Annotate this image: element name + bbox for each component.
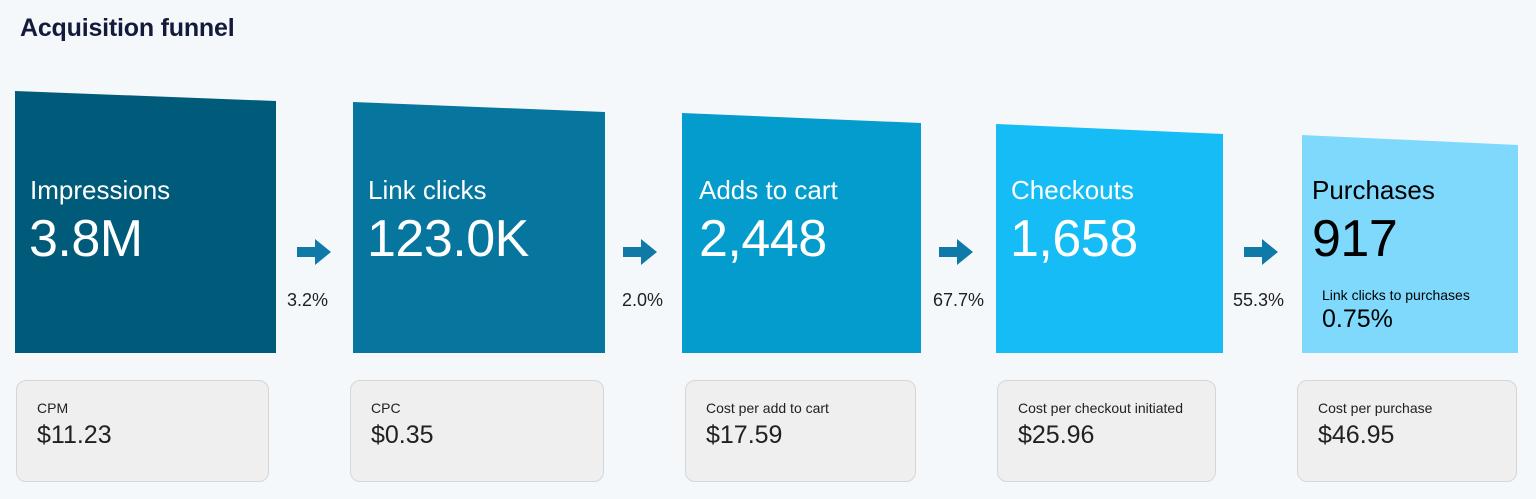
funnel-stage-adds-to-cart[interactable]: Adds to cart 2,448 xyxy=(682,113,921,353)
page-title: Acquisition funnel xyxy=(20,14,235,42)
stage-label: Checkouts xyxy=(1011,175,1134,205)
stage-value: 917 xyxy=(1312,210,1398,268)
funnel-stage-shape xyxy=(682,113,921,353)
stage-value: 2,448 xyxy=(699,210,827,268)
arrow-right-icon xyxy=(939,239,973,265)
cost-card-purchase[interactable]: Cost per purchase $46.95 xyxy=(1297,380,1517,482)
funnel-stage-checkouts[interactable]: Checkouts 1,658 xyxy=(996,124,1223,353)
cost-card-value: $17.59 xyxy=(706,421,783,449)
cost-card-value: $11.23 xyxy=(37,421,112,449)
conversion-rate: 2.0% xyxy=(622,290,664,310)
stage-subvalue: 0.75% xyxy=(1322,305,1393,333)
cost-card-cpc[interactable]: CPC $0.35 xyxy=(350,380,604,482)
arrow-right-icon xyxy=(623,239,657,265)
conversion-rate: 67.7% xyxy=(933,290,985,310)
arrow-right-icon xyxy=(1244,239,1278,265)
cost-card-value: $46.95 xyxy=(1318,421,1395,449)
cost-card-label: Cost per add to cart xyxy=(706,400,829,416)
funnel-stage-shape xyxy=(996,124,1223,353)
arrow-right-icon xyxy=(297,239,331,265)
cost-card-label: CPC xyxy=(371,400,401,416)
stage-value: 3.8M xyxy=(29,210,143,268)
cost-card-label: Cost per checkout initiated xyxy=(1018,400,1183,416)
stage-sublabel: Link clicks to purchases xyxy=(1322,287,1470,303)
stage-label: Purchases xyxy=(1312,175,1435,205)
cost-card-label: Cost per purchase xyxy=(1318,400,1433,416)
stage-label: Adds to cart xyxy=(699,175,838,205)
funnel-stage-shape xyxy=(1302,135,1518,353)
funnel-stage-impressions[interactable]: Impressions 3.8M xyxy=(15,91,276,353)
funnel-stage-shape xyxy=(15,91,276,353)
stage-value: 123.0K xyxy=(367,210,529,268)
funnel-stage-shape xyxy=(353,102,605,353)
cost-card-cpm[interactable]: CPM $11.23 xyxy=(16,380,269,482)
funnel-stage-link-clicks[interactable]: Link clicks 123.0K xyxy=(353,102,605,353)
cost-card-add-to-cart[interactable]: Cost per add to cart $17.59 xyxy=(685,380,916,482)
stage-value: 1,658 xyxy=(1010,210,1138,268)
funnel-stage-purchases[interactable]: Purchases 917 Link clicks to purchases 0… xyxy=(1302,135,1518,353)
cost-card-value: $25.96 xyxy=(1018,421,1095,449)
stage-label: Impressions xyxy=(30,175,171,205)
cost-card-label: CPM xyxy=(37,400,69,416)
cost-card-value: $0.35 xyxy=(371,421,434,449)
stage-label: Link clicks xyxy=(368,175,487,205)
cost-card-checkout[interactable]: Cost per checkout initiated $25.96 xyxy=(997,380,1216,482)
conversion-rate: 3.2% xyxy=(287,290,329,310)
conversion-rate: 55.3% xyxy=(1233,290,1285,310)
